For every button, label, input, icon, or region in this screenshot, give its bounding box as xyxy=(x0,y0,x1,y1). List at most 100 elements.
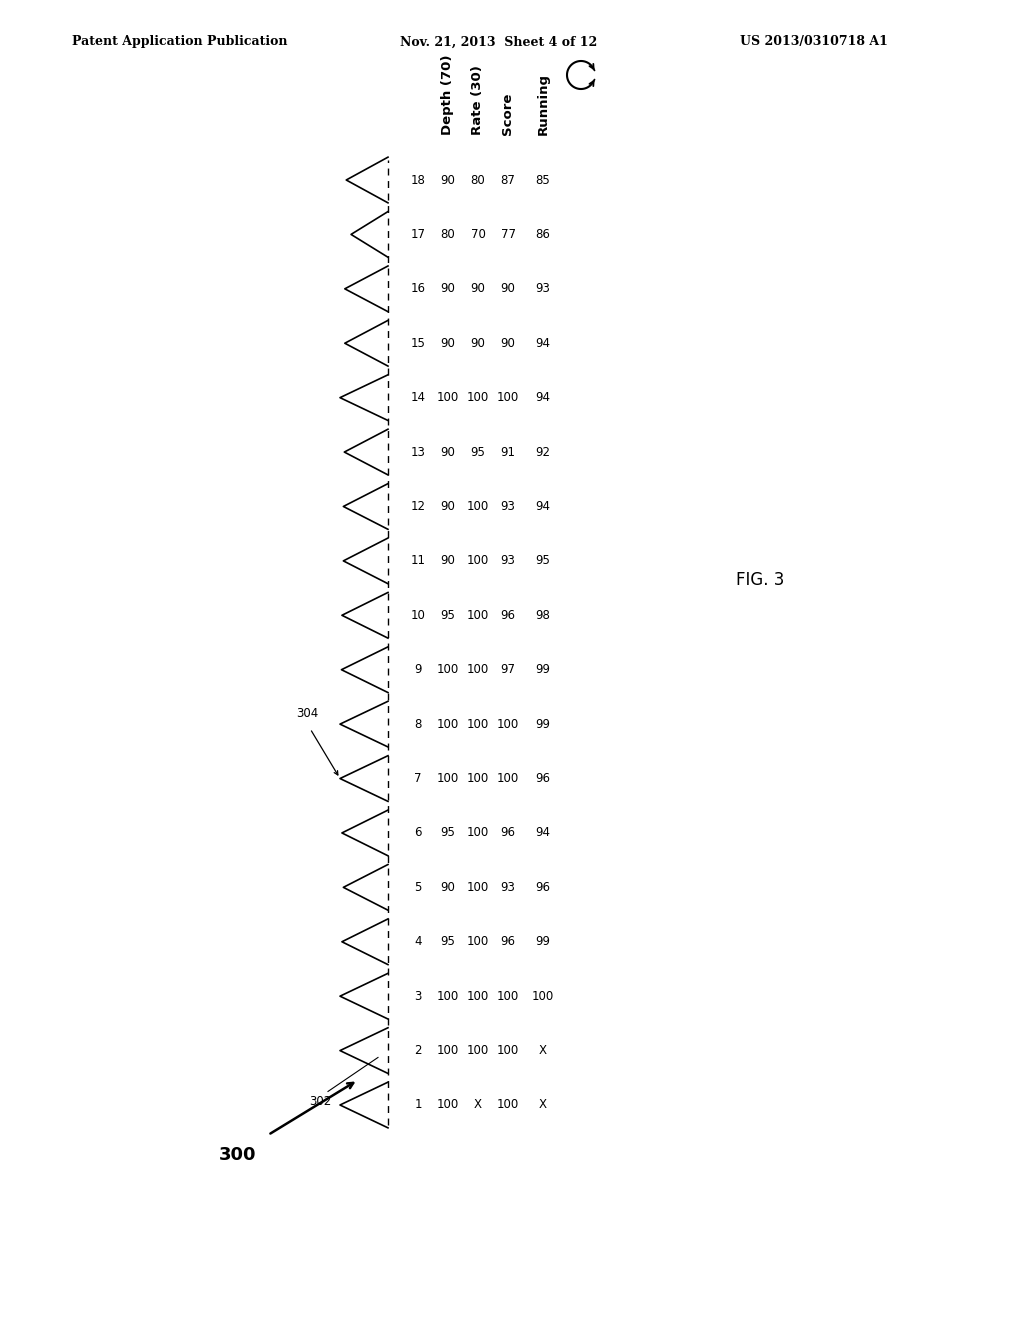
Text: 6: 6 xyxy=(415,826,422,840)
Text: 10: 10 xyxy=(411,609,425,622)
Text: 100: 100 xyxy=(467,880,489,894)
Text: 90: 90 xyxy=(471,337,485,350)
Text: 302: 302 xyxy=(309,1096,331,1107)
Text: 300: 300 xyxy=(219,1146,257,1164)
Text: 7: 7 xyxy=(415,772,422,785)
Text: 11: 11 xyxy=(411,554,426,568)
Text: 97: 97 xyxy=(501,663,515,676)
Text: Running: Running xyxy=(537,73,550,135)
Text: 100: 100 xyxy=(467,554,489,568)
Text: 90: 90 xyxy=(440,337,456,350)
Text: 100: 100 xyxy=(467,718,489,730)
Text: 100: 100 xyxy=(437,772,459,785)
Text: 95: 95 xyxy=(440,936,456,948)
Text: 100: 100 xyxy=(497,772,519,785)
Text: 95: 95 xyxy=(440,826,456,840)
Text: 96: 96 xyxy=(501,826,515,840)
Text: 12: 12 xyxy=(411,500,426,513)
Text: 85: 85 xyxy=(536,173,550,186)
Text: 100: 100 xyxy=(437,663,459,676)
Text: 304: 304 xyxy=(296,708,318,719)
Text: 96: 96 xyxy=(501,609,515,622)
Text: Patent Application Publication: Patent Application Publication xyxy=(72,36,288,49)
Text: 5: 5 xyxy=(415,880,422,894)
Text: Depth (70): Depth (70) xyxy=(441,54,455,135)
Text: 18: 18 xyxy=(411,173,425,186)
Text: 100: 100 xyxy=(467,609,489,622)
Text: 100: 100 xyxy=(437,1044,459,1057)
Text: 16: 16 xyxy=(411,282,426,296)
Text: 100: 100 xyxy=(467,826,489,840)
Text: 100: 100 xyxy=(497,1044,519,1057)
Text: 96: 96 xyxy=(536,772,551,785)
Text: 90: 90 xyxy=(440,880,456,894)
Text: Score: Score xyxy=(502,92,514,135)
Text: 87: 87 xyxy=(501,173,515,186)
Text: 90: 90 xyxy=(501,282,515,296)
Text: 96: 96 xyxy=(536,880,551,894)
Text: 92: 92 xyxy=(536,446,551,458)
Text: 100: 100 xyxy=(437,990,459,1003)
Text: 80: 80 xyxy=(440,228,456,242)
Text: 100: 100 xyxy=(467,772,489,785)
Text: 86: 86 xyxy=(536,228,551,242)
Text: 99: 99 xyxy=(536,936,551,948)
Text: Nov. 21, 2013  Sheet 4 of 12: Nov. 21, 2013 Sheet 4 of 12 xyxy=(400,36,597,49)
Text: 100: 100 xyxy=(467,990,489,1003)
Text: 100: 100 xyxy=(467,500,489,513)
Text: 100: 100 xyxy=(467,936,489,948)
Text: 90: 90 xyxy=(440,500,456,513)
Text: 70: 70 xyxy=(471,228,485,242)
Text: 90: 90 xyxy=(440,282,456,296)
Text: 99: 99 xyxy=(536,663,551,676)
Text: 94: 94 xyxy=(536,500,551,513)
Text: 14: 14 xyxy=(411,391,426,404)
Text: 4: 4 xyxy=(415,936,422,948)
Text: 100: 100 xyxy=(467,663,489,676)
Text: X: X xyxy=(474,1098,482,1111)
Text: 90: 90 xyxy=(440,173,456,186)
Text: 93: 93 xyxy=(501,500,515,513)
Text: 100: 100 xyxy=(437,1098,459,1111)
Text: 95: 95 xyxy=(471,446,485,458)
Text: 94: 94 xyxy=(536,337,551,350)
Text: 15: 15 xyxy=(411,337,425,350)
Text: 1: 1 xyxy=(415,1098,422,1111)
Text: 93: 93 xyxy=(536,282,551,296)
Text: 3: 3 xyxy=(415,990,422,1003)
Text: X: X xyxy=(539,1044,547,1057)
Text: 100: 100 xyxy=(497,391,519,404)
Text: 2: 2 xyxy=(415,1044,422,1057)
Text: 94: 94 xyxy=(536,391,551,404)
Text: 91: 91 xyxy=(501,446,515,458)
Text: X: X xyxy=(539,1098,547,1111)
Text: 80: 80 xyxy=(471,173,485,186)
Text: 98: 98 xyxy=(536,609,551,622)
Text: Rate (30): Rate (30) xyxy=(471,65,484,135)
Text: 90: 90 xyxy=(440,446,456,458)
Text: 77: 77 xyxy=(501,228,515,242)
Text: 93: 93 xyxy=(501,554,515,568)
Text: 90: 90 xyxy=(501,337,515,350)
Text: 99: 99 xyxy=(536,718,551,730)
Text: 95: 95 xyxy=(536,554,551,568)
Text: 100: 100 xyxy=(437,391,459,404)
Text: 9: 9 xyxy=(415,663,422,676)
Text: 100: 100 xyxy=(497,990,519,1003)
Text: 100: 100 xyxy=(437,718,459,730)
Text: 100: 100 xyxy=(497,718,519,730)
Text: FIG. 3: FIG. 3 xyxy=(736,572,784,589)
Text: 100: 100 xyxy=(497,1098,519,1111)
Text: 96: 96 xyxy=(501,936,515,948)
Text: 17: 17 xyxy=(411,228,426,242)
Text: 100: 100 xyxy=(467,391,489,404)
Text: 8: 8 xyxy=(415,718,422,730)
Text: 100: 100 xyxy=(467,1044,489,1057)
Text: 90: 90 xyxy=(471,282,485,296)
Text: 90: 90 xyxy=(440,554,456,568)
Text: 95: 95 xyxy=(440,609,456,622)
Text: US 2013/0310718 A1: US 2013/0310718 A1 xyxy=(740,36,888,49)
Text: 94: 94 xyxy=(536,826,551,840)
Text: 13: 13 xyxy=(411,446,425,458)
Text: 93: 93 xyxy=(501,880,515,894)
